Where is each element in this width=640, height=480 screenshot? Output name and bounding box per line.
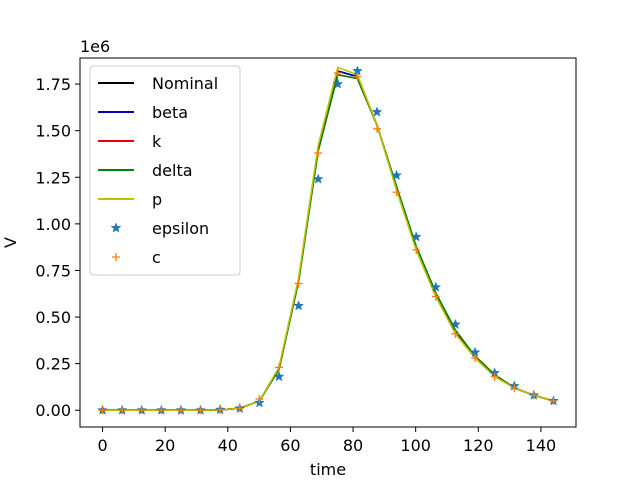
legend-label-delta: delta <box>152 161 193 180</box>
data-point-c <box>274 363 283 372</box>
y-tick-label: 1.00 <box>35 215 71 234</box>
legend-item-c: c <box>112 248 161 267</box>
y-tick-label: 0.50 <box>35 308 71 327</box>
data-point-c <box>216 405 225 414</box>
data-point-epsilon <box>273 370 285 382</box>
data-point-c <box>176 406 185 415</box>
legend-swatch-epsilon <box>110 222 122 233</box>
legend-label-nominal: Nominal <box>152 74 218 93</box>
x-tick-label: 20 <box>155 436 175 455</box>
y-axis-label: V <box>1 237 20 248</box>
y-tick-label: 1.50 <box>35 122 71 141</box>
series-points-c <box>98 68 558 415</box>
plot-frame <box>79 57 577 428</box>
data-point-c <box>118 406 127 415</box>
data-point-c <box>431 292 440 301</box>
data-point-c <box>451 329 460 338</box>
legend-box <box>89 65 241 276</box>
data-point-c <box>490 372 499 381</box>
data-point-c <box>392 188 401 197</box>
legend-label-c: c <box>152 248 161 267</box>
data-point-epsilon <box>430 281 442 292</box>
data-point-c <box>412 245 421 254</box>
x-tick-label: 40 <box>218 436 238 455</box>
data-point-epsilon <box>312 173 324 184</box>
y-offset-label: 1e6 <box>80 37 110 56</box>
data-point-c <box>157 406 166 415</box>
data-point-c <box>333 68 342 77</box>
data-point-c <box>255 395 264 404</box>
data-point-epsilon <box>410 231 422 242</box>
legend-label-p: p <box>152 190 162 209</box>
y-tick-label: 0.25 <box>35 355 71 374</box>
x-tick-label: 0 <box>97 436 107 455</box>
data-point-c <box>471 354 480 363</box>
data-point-c <box>529 391 538 400</box>
legend-item-p: p <box>98 190 162 209</box>
legend-item-k: k <box>98 132 162 151</box>
y-tick-label: 0.75 <box>35 261 71 280</box>
legend-swatch-c <box>112 253 120 261</box>
data-point-c <box>98 406 107 415</box>
y-tick-label: 0.00 <box>35 401 71 420</box>
plot-series <box>97 65 559 415</box>
y-tick-label: 1.75 <box>35 75 71 94</box>
data-point-c <box>314 149 323 158</box>
legend-label-beta: beta <box>152 103 188 122</box>
legend-item-epsilon: epsilon <box>110 219 209 238</box>
y-tick-label: 1.25 <box>35 168 71 187</box>
data-point-c <box>235 404 244 413</box>
x-tick-label: 60 <box>280 436 300 455</box>
data-point-epsilon <box>293 300 305 311</box>
legend-label-k: k <box>152 132 162 151</box>
data-point-epsilon <box>450 318 461 330</box>
data-point-c <box>510 383 519 392</box>
data-point-epsilon <box>391 169 403 181</box>
x-axis: 0 20 40 60 80 100 120 140 <box>97 427 556 455</box>
legend-item-beta: beta <box>98 103 188 122</box>
x-tick-label: 140 <box>526 436 557 455</box>
data-point-c <box>373 124 382 133</box>
x-tick-label: 120 <box>463 436 494 455</box>
x-tick-label: 100 <box>400 436 431 455</box>
legend: Nominal beta k delta p epsilon c <box>89 65 241 276</box>
data-point-c <box>549 396 558 405</box>
x-tick-label: 80 <box>343 436 363 455</box>
data-point-c <box>353 72 362 81</box>
legend-item-delta: delta <box>98 161 193 180</box>
x-axis-label: time <box>310 460 346 479</box>
legend-item-nominal: Nominal <box>98 74 218 93</box>
data-point-epsilon <box>332 78 344 89</box>
legend-label-epsilon: epsilon <box>152 219 209 238</box>
y-axis: 0.00 0.25 0.50 0.75 1.00 1.25 1.50 1.75 <box>35 75 80 420</box>
data-point-epsilon <box>371 106 383 117</box>
data-point-c <box>294 279 303 288</box>
data-point-c <box>196 406 205 415</box>
data-point-c <box>137 406 146 415</box>
